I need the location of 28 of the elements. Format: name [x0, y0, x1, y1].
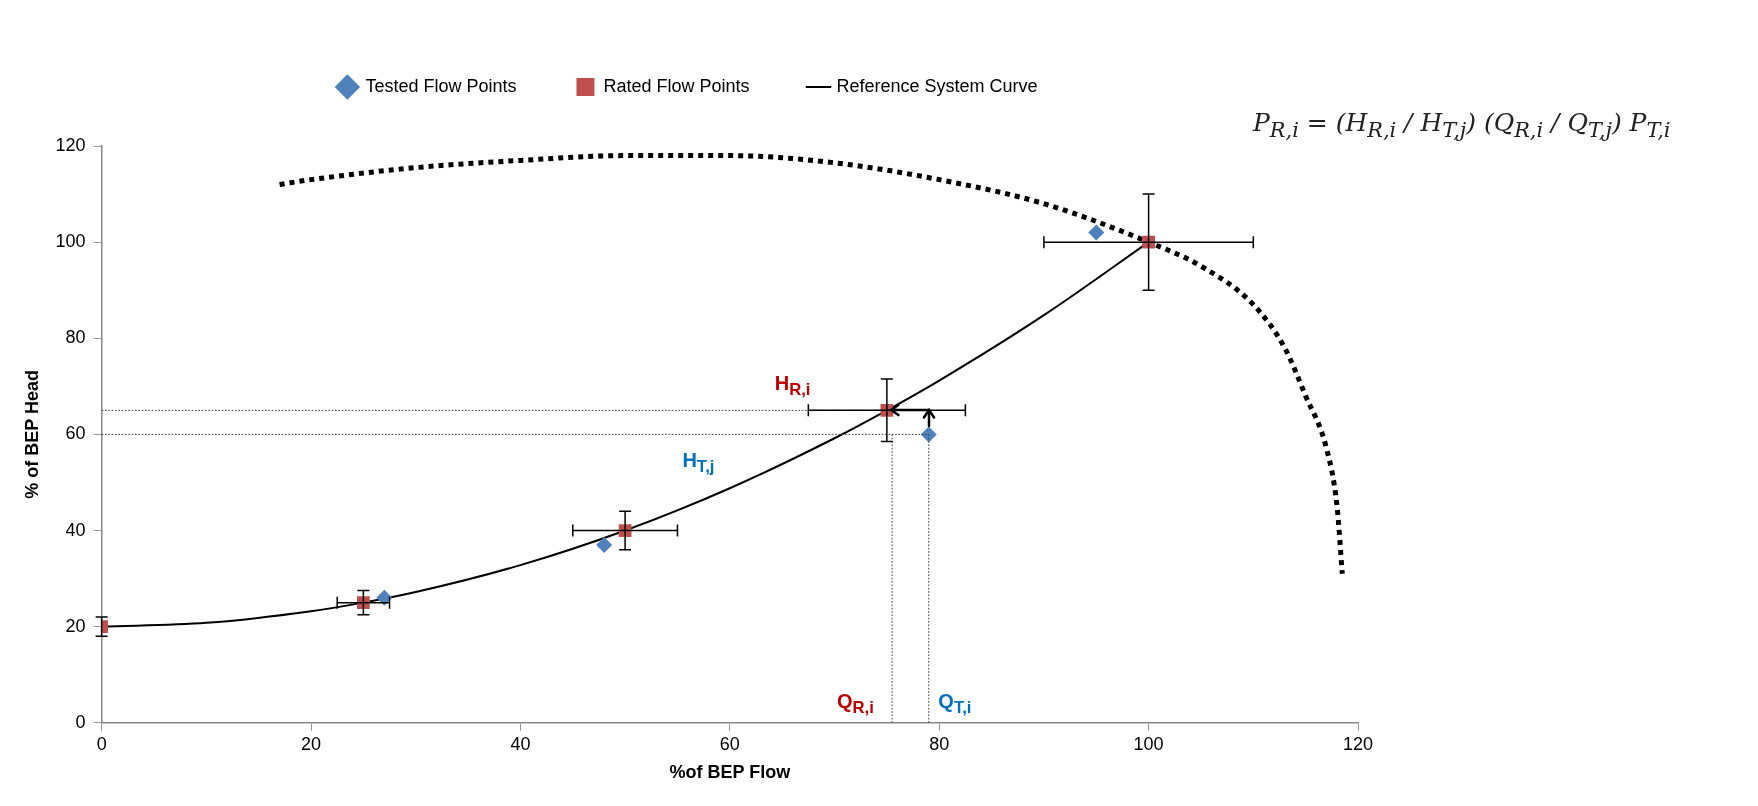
- point: [1088, 224, 1105, 241]
- x-tick-label: 100: [1133, 733, 1164, 754]
- y-tick-label: 120: [55, 134, 86, 155]
- x-tick-label: 60: [719, 733, 740, 754]
- annotation: H$_{R,i}$: [774, 372, 811, 401]
- y-tick-label: 100: [55, 231, 86, 252]
- point: [376, 589, 393, 606]
- y-tick-label: 40: [65, 519, 86, 540]
- y-tick-label: 60: [65, 423, 86, 444]
- point: [920, 426, 937, 443]
- x-tick-label: 40: [510, 733, 531, 754]
- y-tick-label: 20: [65, 615, 86, 636]
- y-axis-title: % of BEP Head: [21, 370, 42, 499]
- y-tick-label: 80: [65, 327, 86, 348]
- legend-label: Tested Flow Points: [365, 75, 517, 96]
- text: P$_{R,i}$ = (H$_{R,i}$ / H$_{T,j}$) (Q$_{R,i}$ / Q$_{T,j}$) P$_{T,i}$: [1253, 108, 1671, 142]
- x-axis-title: %of BEP Flow: [669, 762, 792, 783]
- legend-label: Reference System Curve: [836, 75, 1038, 96]
- x-tick-label: 80: [929, 733, 950, 754]
- annotation: Q$_{R,i}$: [837, 689, 874, 718]
- annotation: H$_{T,j}$: [682, 449, 715, 478]
- x-tick-label: 0: [96, 733, 107, 754]
- point: [596, 536, 613, 553]
- annotation: Q$_{T,i}$: [938, 689, 972, 718]
- x-tick-label: 120: [1342, 733, 1374, 754]
- y-tick-label: 0: [75, 711, 86, 732]
- legend-label: Rated Flow Points: [603, 75, 750, 96]
- x-tick-label: 20: [301, 733, 322, 754]
